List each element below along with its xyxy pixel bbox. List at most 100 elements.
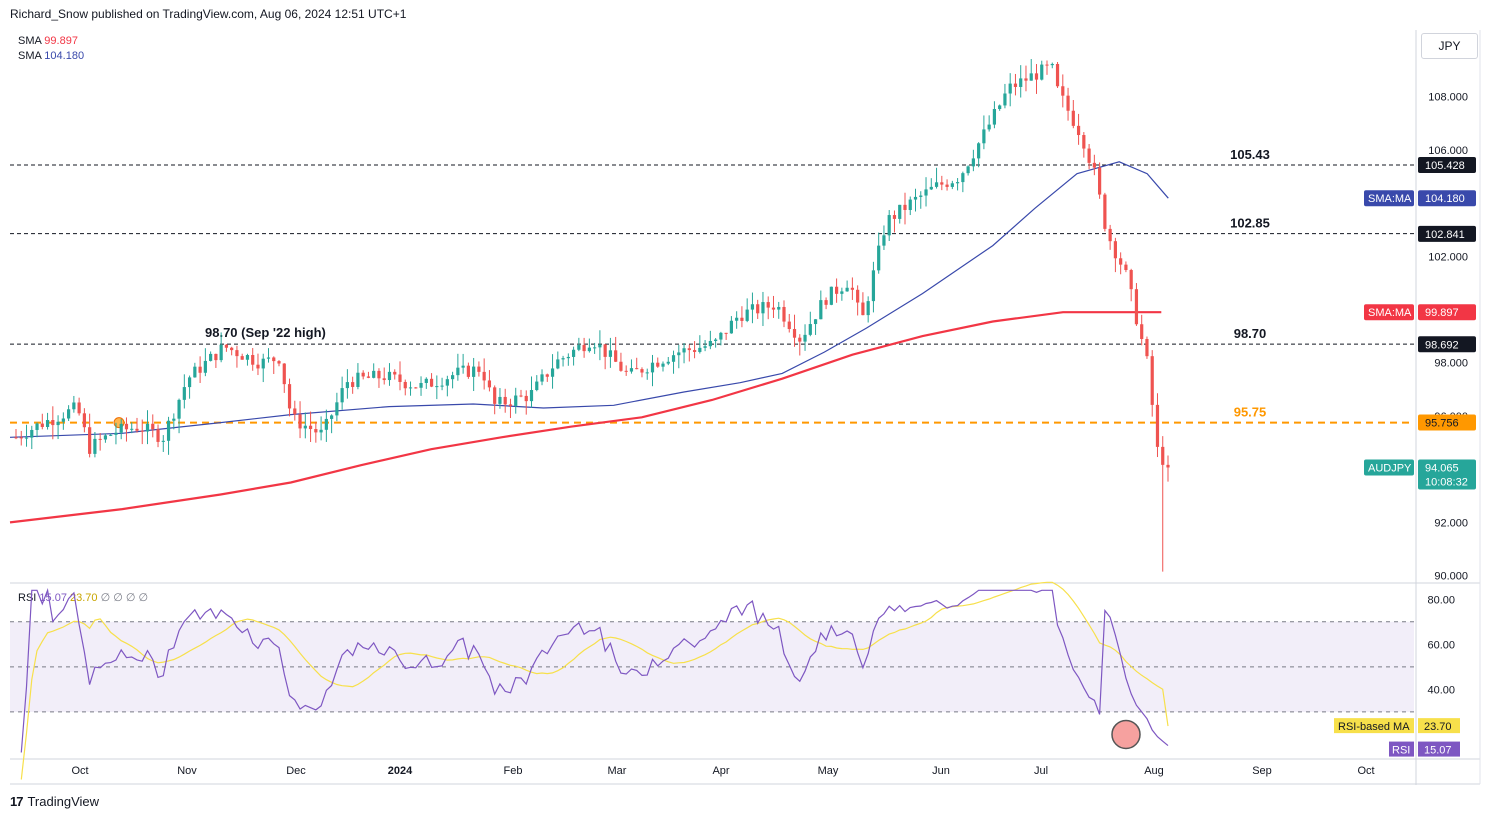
candle-body (1140, 324, 1144, 339)
candle-body (866, 301, 870, 316)
candle-body (1008, 83, 1012, 94)
candle-body (67, 409, 71, 419)
candles (14, 59, 1170, 572)
candle-body (619, 361, 623, 371)
candle-body (156, 429, 160, 442)
candle-body (1150, 356, 1154, 405)
candle-body (93, 438, 97, 454)
candle-body (445, 379, 449, 386)
rsi-value: 15.07 (1424, 745, 1452, 757)
currency-button[interactable]: JPY (1421, 33, 1478, 59)
price-tick-1: 108.000 (1428, 92, 1468, 104)
candle-body (408, 387, 413, 389)
candle-body (1029, 73, 1033, 81)
candle-body (540, 374, 544, 382)
rsi-value-bg (1418, 741, 1460, 757)
candle-body (1108, 228, 1112, 242)
candle-body (687, 348, 691, 351)
candle-body (61, 418, 65, 422)
price-tick-7: 90.000 (1434, 571, 1468, 583)
candle-body (524, 395, 528, 402)
candle-body (640, 369, 644, 373)
candle-body (493, 387, 497, 404)
candle-body (614, 350, 618, 362)
rsi-ma-line (20, 581, 1169, 780)
candle-body (209, 353, 213, 361)
candle-body (1155, 404, 1160, 447)
candle-body (692, 350, 697, 352)
candle-body (887, 215, 891, 236)
candle-body (945, 184, 949, 187)
candle-body (1050, 63, 1054, 66)
candle-body (19, 437, 23, 439)
candle-body (245, 355, 250, 360)
candle-body (1045, 64, 1049, 66)
candle-body (1145, 338, 1149, 357)
candle-body (214, 353, 218, 361)
candle-body (372, 370, 376, 378)
rsi-tick-1: 60.00 (1427, 639, 1455, 651)
candle-body (735, 317, 739, 321)
candle-body (298, 414, 302, 429)
candle-body (913, 196, 918, 200)
rsi-tag: RSI (1392, 745, 1410, 757)
candle-body (829, 286, 833, 305)
candle-body (656, 362, 660, 367)
footer-brand: 17 TradingView (10, 794, 99, 809)
candle-body (88, 427, 92, 454)
series-tag-1: SMA:MA (1368, 193, 1412, 205)
candle-body (251, 355, 255, 365)
candle-body (308, 425, 313, 430)
rsi-ma-value-bg (1418, 718, 1460, 734)
candle-body (719, 332, 723, 340)
candle-body (424, 378, 428, 383)
candle-body (519, 395, 523, 397)
candle-body (835, 286, 839, 294)
footer-brand-label[interactable]: TradingView (27, 794, 100, 809)
candle-body (103, 435, 108, 440)
candle-body (1019, 78, 1023, 87)
candle-body (566, 356, 570, 359)
price-tag-countdown: 10:08:32 (1425, 476, 1468, 488)
candle-body (414, 387, 418, 389)
candle-body (203, 360, 207, 373)
time-tick-9: Jul (1034, 765, 1048, 777)
candle-body (40, 423, 44, 427)
candle-body (987, 124, 991, 130)
candle-body (366, 376, 371, 378)
moving-averages (9, 161, 1169, 524)
price-tag-2: 102.841 (1425, 229, 1465, 241)
candle-body (877, 245, 881, 271)
candle-body (682, 348, 686, 353)
candle-body (387, 371, 392, 381)
level-label-2: 98.70 (1234, 326, 1267, 341)
tradingview-logo-icon: 17 (10, 794, 24, 809)
candle-body (24, 437, 29, 439)
candle-body (766, 302, 770, 308)
candle-body (1082, 135, 1086, 149)
price-tag-1: 104.180 (1425, 193, 1465, 205)
rsi-line (20, 588, 1169, 753)
price-tag-bg-1 (1418, 190, 1476, 207)
candle-body (198, 366, 202, 373)
price-tags: 105.428 104.180 SMA:MA 102.841 99.897 SMA:MA 9… (1334, 157, 1476, 757)
rsi-tick-2: 40.00 (1427, 684, 1455, 696)
candle-body (856, 289, 860, 303)
candle-body (929, 186, 933, 190)
candle-body (603, 344, 607, 357)
candle-body (351, 382, 355, 387)
candle-body (435, 386, 439, 388)
candle-body (977, 143, 981, 159)
candle-body (1055, 63, 1060, 87)
candle-body (261, 358, 265, 369)
candle-body (824, 300, 828, 305)
time-tick-2: Dec (286, 765, 306, 777)
level-label-0: 105.43 (1230, 147, 1270, 162)
candle-body (1098, 167, 1102, 195)
price-tag-3: 99.897 (1425, 307, 1459, 319)
legend-sma-0: SMA 99.897 (18, 35, 78, 47)
candle-body (503, 396, 507, 405)
candle-body (82, 413, 86, 428)
candle-body (771, 307, 776, 310)
